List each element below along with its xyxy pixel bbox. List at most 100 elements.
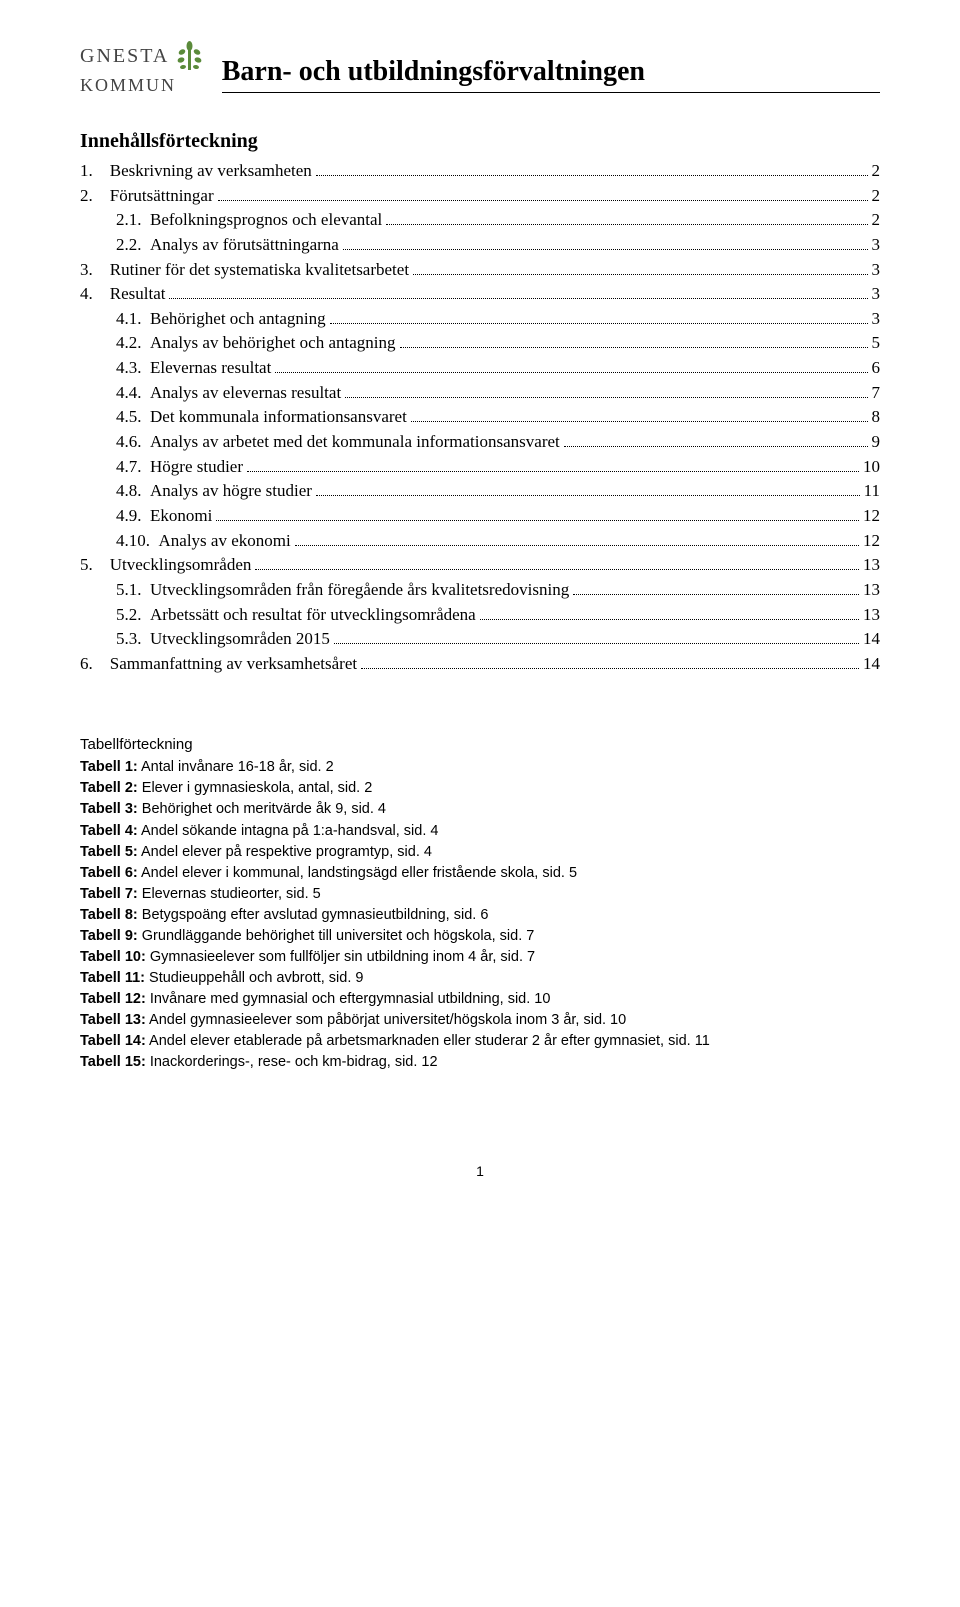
toc-entry: 5. Utvecklingsområden13 — [80, 553, 880, 578]
toc-entry-label: 5. Utvecklingsområden — [80, 553, 251, 578]
toc-entry-page: 3 — [872, 258, 881, 283]
table-list-item: Tabell 14: Andel elever etablerade på ar… — [80, 1031, 880, 1052]
table-list-label: Tabell 14: — [80, 1033, 146, 1049]
table-list-text: Grundläggande behörighet till universite… — [138, 928, 535, 944]
toc-entry-page: 3 — [872, 307, 881, 332]
toc-entry: 4.5. Det kommunala informationsansvaret 8 — [80, 405, 880, 430]
toc-leader — [295, 545, 859, 546]
toc-entry-label: 2. Förutsättningar — [80, 184, 214, 209]
toc-leader — [345, 397, 867, 398]
toc-entry: 1. Beskrivning av verksamheten2 — [80, 159, 880, 184]
page-title: Barn- och utbildningsförvaltningen — [222, 40, 880, 93]
toc-entry-page: 9 — [872, 430, 881, 455]
table-list-text: Andel elever i kommunal, landstingsägd e… — [138, 865, 577, 881]
toc-entry-label: 5.1. Utvecklingsområden från föregående … — [116, 578, 569, 603]
toc-leader — [216, 520, 859, 521]
table-list-item: Tabell 13: Andel gymnasieelever som påbö… — [80, 1010, 880, 1031]
table-list-heading: Tabellförteckning — [80, 736, 880, 753]
toc-entry: 4.7. Högre studier10 — [80, 455, 880, 480]
toc-entry: 2.2. Analys av förutsättningarna3 — [80, 233, 880, 258]
toc-entry-page: 12 — [863, 529, 880, 554]
toc-leader — [400, 347, 868, 348]
header: GNESTA — [80, 40, 880, 94]
toc-leader — [169, 298, 867, 299]
table-list-item: Tabell 8: Betygspoäng efter avslutad gym… — [80, 905, 880, 926]
toc-entry-label: 4. Resultat — [80, 282, 165, 307]
table-list-text: Studieuppehåll och avbrott, sid. 9 — [145, 970, 363, 986]
toc-entry: 4.4. Analys av elevernas resultat7 — [80, 381, 880, 406]
table-list-item: Tabell 7: Elevernas studieorter, sid. 5 — [80, 884, 880, 905]
toc-entry: 4.8. Analys av högre studier11 — [80, 479, 880, 504]
toc-entry-label: 4.8. Analys av högre studier — [116, 479, 312, 504]
table-list-item: Tabell 3: Behörighet och meritvärde åk 9… — [80, 799, 880, 820]
toc-entry-label: 4.1. Behörighet och antagning — [116, 307, 326, 332]
table-list: Tabell 1: Antal invånare 16-18 år, sid. … — [80, 757, 880, 1072]
table-list-text: Behörighet och meritvärde åk 9, sid. 4 — [138, 801, 386, 817]
table-list-text: Andel elever etablerade på arbetsmarknad… — [146, 1033, 710, 1049]
table-list-item: Tabell 1: Antal invånare 16-18 år, sid. … — [80, 757, 880, 778]
table-list-label: Tabell 2: — [80, 780, 138, 796]
table-list-item: Tabell 9: Grundläggande behörighet till … — [80, 926, 880, 947]
toc-entry: 6. Sammanfattning av verksamhetsåret14 — [80, 652, 880, 677]
toc-entry: 4. Resultat 3 — [80, 282, 880, 307]
toc-entry-label: 4.5. Det kommunala informationsansvaret — [116, 405, 407, 430]
toc-leader — [255, 569, 859, 570]
toc-leader — [573, 594, 859, 595]
toc-entry-page: 8 — [872, 405, 881, 430]
toc-entry-page: 3 — [872, 282, 881, 307]
table-list-label: Tabell 11: — [80, 970, 145, 986]
table-list-label: Tabell 4: — [80, 823, 138, 839]
toc: 1. Beskrivning av verksamheten22. Föruts… — [80, 159, 880, 676]
table-list-item: Tabell 12: Invånare med gymnasial och ef… — [80, 989, 880, 1010]
logo: GNESTA — [80, 40, 204, 94]
toc-entry: 5.3. Utvecklingsområden 201514 — [80, 627, 880, 652]
toc-entry: 4.1. Behörighet och antagning 3 — [80, 307, 880, 332]
toc-entry-page: 13 — [863, 578, 880, 603]
table-list-label: Tabell 12: — [80, 991, 146, 1007]
table-list-item: Tabell 5: Andel elever på respektive pro… — [80, 842, 880, 863]
table-list-label: Tabell 8: — [80, 907, 138, 923]
table-list-text: Elever i gymnasieskola, antal, sid. 2 — [138, 780, 373, 796]
table-list-item: Tabell 4: Andel sökande intagna på 1:a-h… — [80, 821, 880, 842]
table-list-label: Tabell 6: — [80, 865, 138, 881]
page-number: 1 — [80, 1163, 880, 1179]
toc-entry-label: 4.9. Ekonomi — [116, 504, 212, 529]
table-list-item: Tabell 11: Studieuppehåll och avbrott, s… — [80, 968, 880, 989]
table-list-label: Tabell 10: — [80, 949, 146, 965]
leaf-icon — [176, 40, 204, 76]
toc-entry-label: 4.7. Högre studier — [116, 455, 243, 480]
toc-leader — [411, 421, 868, 422]
toc-heading: Innehållsförteckning — [80, 130, 880, 153]
toc-entry: 4.3. Elevernas resultat6 — [80, 356, 880, 381]
toc-entry-page: 2 — [872, 208, 881, 233]
toc-leader — [334, 643, 859, 644]
table-list-label: Tabell 1: — [80, 759, 138, 775]
table-list-text: Invånare med gymnasial och eftergymnasia… — [146, 991, 551, 1007]
table-list-item: Tabell 15: Inackorderings-, rese- och km… — [80, 1052, 880, 1073]
toc-entry-label: 4.10. Analys av ekonomi — [116, 529, 291, 554]
toc-entry: 5.1. Utvecklingsområden från föregående … — [80, 578, 880, 603]
header-title-wrap: Barn- och utbildningsförvaltningen — [222, 40, 880, 93]
toc-entry-page: 5 — [872, 331, 881, 356]
toc-entry-page: 13 — [863, 603, 880, 628]
table-list-text: Andel elever på respektive programtyp, s… — [138, 844, 432, 860]
logo-line1: GNESTA — [80, 45, 169, 67]
toc-leader — [386, 224, 867, 225]
toc-entry: 2.1. Befolkningsprognos och elevantal 2 — [80, 208, 880, 233]
table-list-text: Elevernas studieorter, sid. 5 — [138, 886, 321, 902]
toc-entry-label: 1. Beskrivning av verksamheten — [80, 159, 312, 184]
toc-leader — [480, 619, 859, 620]
toc-entry-label: 6. Sammanfattning av verksamhetsåret — [80, 652, 357, 677]
toc-entry: 2. Förutsättningar 2 — [80, 184, 880, 209]
document-page: GNESTA — [0, 0, 960, 1239]
table-list-item: Tabell 6: Andel elever i kommunal, lands… — [80, 863, 880, 884]
table-list-item: Tabell 2: Elever i gymnasieskola, antal,… — [80, 778, 880, 799]
toc-entry-page: 12 — [863, 504, 880, 529]
toc-entry-page: 2 — [872, 184, 881, 209]
toc-entry: 4.9. Ekonomi 12 — [80, 504, 880, 529]
toc-entry-label: 2.1. Befolkningsprognos och elevantal — [116, 208, 382, 233]
toc-entry: 3. Rutiner för det systematiska kvalitet… — [80, 258, 880, 283]
table-list-label: Tabell 13: — [80, 1012, 146, 1028]
table-list-item: Tabell 10: Gymnasieelever som fullföljer… — [80, 947, 880, 968]
toc-entry: 5.2. Arbetssätt och resultat för utveckl… — [80, 603, 880, 628]
